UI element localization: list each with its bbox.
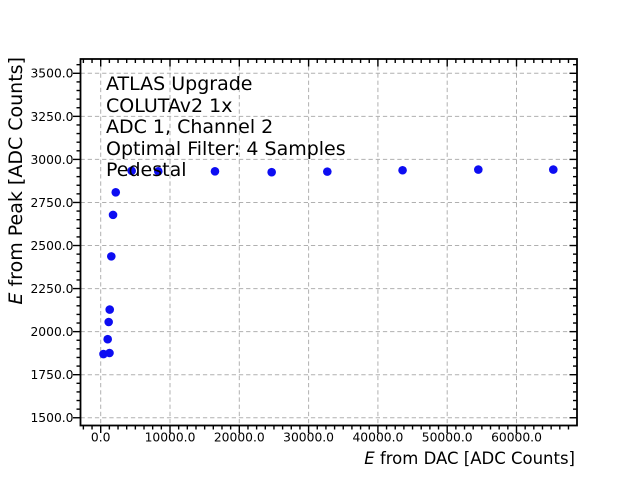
x-axis-label-em: E bbox=[364, 449, 375, 468]
y-axis-label-text: from Peak [ADC Counts] bbox=[5, 57, 27, 293]
y-axis-label: E from Peak [ADC Counts] bbox=[5, 57, 27, 305]
data-point bbox=[108, 210, 118, 220]
x-tick-label: 50000.0 bbox=[422, 431, 473, 445]
y-tick-label: 2000.0 bbox=[30, 325, 73, 339]
data-point bbox=[127, 166, 136, 176]
y-tick-label: 1500.0 bbox=[30, 411, 73, 425]
y-tick-label: 3000.0 bbox=[30, 153, 73, 167]
x-tick-label: 60000.0 bbox=[491, 431, 542, 445]
data-point bbox=[111, 188, 121, 197]
data-point bbox=[103, 334, 113, 344]
y-tick-label: 3250.0 bbox=[30, 110, 73, 124]
x-tick-label: 40000.0 bbox=[352, 431, 403, 445]
data-point bbox=[474, 165, 483, 174]
data-point bbox=[105, 348, 114, 358]
data-point bbox=[323, 167, 332, 176]
x-tick-label: 20000.0 bbox=[214, 431, 265, 445]
annotation-line-experiment: ATLAS Upgrade bbox=[106, 73, 253, 95]
x-tick-label: 30000.0 bbox=[283, 431, 334, 445]
y-tick-label: 2500.0 bbox=[30, 239, 73, 253]
annotation-line-pedestal: Pedestal bbox=[106, 159, 187, 181]
x-tick-label: 0.0 bbox=[91, 431, 111, 445]
data-point bbox=[210, 166, 220, 176]
y-tick-label: 2750.0 bbox=[30, 196, 73, 210]
x-axis-label: E from DAC [ADC Counts] bbox=[0, 449, 575, 468]
annotation-line-chip: COLUTAv2 1x bbox=[106, 94, 233, 117]
x-axis-label-text: from DAC [ADC Counts] bbox=[374, 449, 575, 468]
data-point bbox=[107, 252, 116, 261]
annotation-line-filter: Optimal Filter: 4 Samples bbox=[106, 137, 346, 160]
annotation-block: ATLAS Upgrade COLUTAv2 1x ADC 1, Channel… bbox=[106, 73, 346, 182]
y-tick-label: 2250.0 bbox=[30, 282, 73, 296]
data-point bbox=[105, 305, 115, 314]
y-axis-label-em: E bbox=[5, 292, 27, 305]
data-point bbox=[267, 167, 276, 177]
data-point bbox=[104, 317, 113, 327]
annotation-line-channel: ADC 1, Channel 2 bbox=[106, 116, 274, 138]
plot-border bbox=[79, 58, 578, 427]
y-tick-label: 1750.0 bbox=[30, 368, 73, 382]
y-tick-label: 3500.0 bbox=[30, 67, 73, 81]
x-tick-label: 10000.0 bbox=[145, 431, 196, 445]
data-point bbox=[398, 165, 407, 175]
data-point bbox=[548, 165, 558, 174]
data-point bbox=[153, 166, 163, 176]
